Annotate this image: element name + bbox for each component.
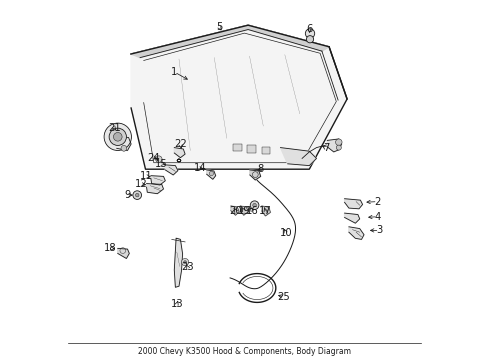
Text: 3: 3	[376, 225, 382, 235]
Circle shape	[104, 123, 131, 150]
Polygon shape	[174, 238, 182, 287]
Text: 10: 10	[279, 228, 292, 238]
Polygon shape	[131, 25, 328, 58]
Text: 20: 20	[229, 206, 242, 216]
Text: 16: 16	[245, 206, 258, 216]
Bar	[261, 147, 270, 154]
Circle shape	[133, 191, 141, 199]
Circle shape	[181, 258, 188, 266]
Polygon shape	[261, 206, 270, 216]
Polygon shape	[348, 227, 363, 239]
Text: 15: 15	[155, 159, 168, 169]
Circle shape	[335, 139, 342, 145]
Polygon shape	[326, 139, 341, 152]
Polygon shape	[206, 170, 215, 179]
Polygon shape	[118, 248, 129, 258]
Circle shape	[305, 29, 314, 38]
Polygon shape	[240, 206, 247, 215]
Circle shape	[252, 203, 256, 207]
Text: 18: 18	[104, 243, 117, 253]
Polygon shape	[249, 170, 260, 180]
Polygon shape	[146, 184, 163, 194]
Text: 2000 Chevy K3500 Hood & Components, Body Diagram: 2000 Chevy K3500 Hood & Components, Body…	[138, 346, 350, 356]
Text: 8: 8	[257, 164, 264, 174]
Text: 22: 22	[174, 139, 186, 149]
Circle shape	[135, 193, 139, 197]
Circle shape	[306, 36, 313, 43]
Polygon shape	[117, 137, 131, 150]
Text: 25: 25	[277, 292, 290, 302]
Circle shape	[109, 128, 126, 145]
Circle shape	[121, 145, 126, 151]
Text: 2: 2	[374, 197, 380, 207]
Text: 5: 5	[216, 22, 222, 32]
Circle shape	[155, 156, 162, 162]
Text: 19: 19	[237, 206, 250, 216]
Text: 9: 9	[124, 190, 130, 200]
Text: 7: 7	[323, 143, 329, 153]
Text: 23: 23	[181, 262, 194, 272]
Text: 21: 21	[107, 123, 121, 133]
Circle shape	[336, 145, 341, 150]
Text: 6: 6	[305, 24, 312, 34]
Text: 1: 1	[171, 67, 177, 77]
Text: 17: 17	[259, 206, 271, 216]
Polygon shape	[131, 25, 346, 169]
Polygon shape	[344, 213, 359, 223]
Circle shape	[113, 132, 122, 141]
Text: 4: 4	[374, 212, 380, 222]
Polygon shape	[280, 148, 316, 166]
Circle shape	[250, 201, 258, 210]
Text: 14: 14	[194, 163, 206, 174]
Polygon shape	[151, 176, 165, 185]
Polygon shape	[165, 165, 178, 175]
Text: 24: 24	[147, 153, 160, 163]
Circle shape	[183, 261, 186, 264]
Text: 12: 12	[135, 179, 147, 189]
Text: 11: 11	[140, 171, 153, 181]
Text: 13: 13	[170, 299, 183, 309]
Polygon shape	[230, 206, 239, 215]
Bar	[247, 145, 256, 153]
Bar	[232, 144, 241, 151]
Circle shape	[209, 171, 213, 176]
Polygon shape	[344, 199, 362, 209]
Polygon shape	[174, 148, 185, 158]
